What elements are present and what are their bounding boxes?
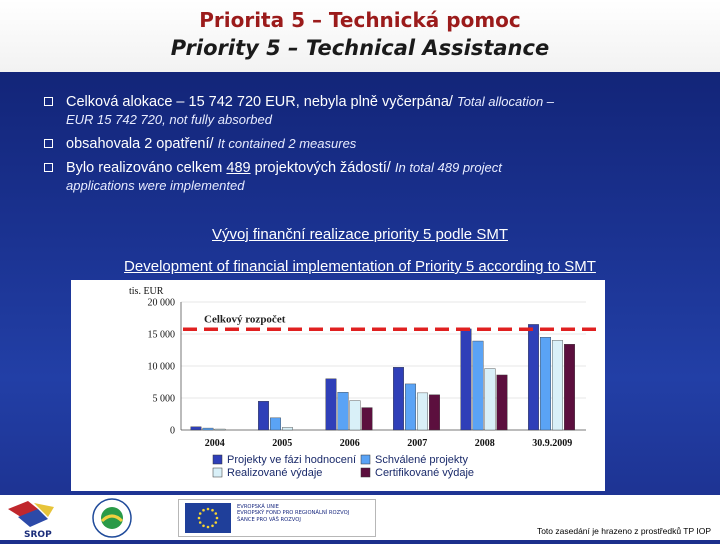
bar	[393, 367, 404, 431]
bar	[349, 400, 361, 431]
eu-star	[197, 516, 201, 520]
x-tick-label: 2008	[475, 438, 495, 449]
chart-heading-english: Development of financial implementation …	[124, 258, 596, 275]
legend-swatch	[360, 467, 371, 478]
eu-star	[206, 507, 210, 511]
ministry-logo	[80, 497, 144, 544]
eu-line-fund: EVROPSKÝ FOND PRO REGIONÁLNÍ ROZVOJ	[237, 510, 350, 517]
bar	[190, 426, 202, 431]
bar	[337, 392, 349, 431]
y-tick-label: 10 000	[148, 362, 176, 373]
legend-swatch	[360, 454, 371, 465]
legend-swatch	[212, 454, 223, 465]
legend-label: Certifikované výdaje	[375, 467, 474, 479]
eu-star	[214, 521, 218, 524]
eu-star	[215, 516, 219, 520]
bar	[429, 394, 440, 431]
bar	[540, 337, 551, 431]
bullet-projects-cz-pre: Bylo realizováno celkem	[66, 160, 227, 176]
bar-chart-svg: tis. EUR 0 5 000 10 000 15 000 20 000 2004 2005…	[129, 286, 601, 479]
y-tick-label: 20 000	[148, 298, 176, 309]
bar	[460, 328, 472, 431]
legend-label: Realizované výdaje	[227, 467, 322, 479]
bullet-allocation-en-a: Total allocation –	[456, 94, 555, 109]
bullet-square-icon	[44, 139, 53, 148]
eu-star	[214, 512, 218, 515]
bar	[528, 324, 539, 431]
eu-star	[202, 508, 205, 512]
bullet-projects: Bylo realizováno celkem 489 projektových…	[44, 159, 694, 195]
bar	[325, 378, 337, 431]
slide-header: Priorita 5 – Technická pomoc Priority 5 …	[0, 0, 720, 72]
bullet-measures-cz: obsahovala 2 opatření/	[66, 136, 214, 152]
eu-star	[198, 512, 202, 515]
bullet-projects-en-a: In total 489 project	[394, 160, 502, 175]
bar	[405, 383, 416, 431]
budget-reference-label: Celkový rozpočet	[204, 313, 286, 325]
bullet-list: Celková alokace – 15 742 720 EUR, nebyla…	[44, 93, 694, 201]
y-tick-label: 0	[170, 426, 175, 437]
footer-note: Toto zasedání je hrazeno z prostředků TP…	[536, 526, 711, 536]
eu-star	[211, 508, 214, 512]
bar	[282, 427, 293, 431]
bullet-projects-cz-post: projektových žádostí/	[250, 160, 391, 176]
x-tick-label: 2007	[407, 438, 427, 449]
bar-chart: tis. EUR 0 5 000 10 000 15 000 20 000 2004 2005…	[71, 280, 605, 491]
y-axis-label: tis. EUR	[129, 286, 164, 297]
bar	[258, 400, 269, 431]
x-tick-label: 2006	[340, 438, 360, 449]
eu-star	[211, 524, 214, 528]
srop-logo-text: SROP	[24, 530, 52, 539]
slide-title-english: Priority 5 – Technical Assistance	[170, 36, 550, 60]
eu-funding-box: EVROPSKÁ UNIE EVROPSKÝ FOND PRO REGIONÁL…	[178, 499, 376, 537]
bullet-allocation-cz: Celková alokace – 15 742 720 EUR, nebyla…	[66, 94, 453, 110]
legend-label: Schválené projekty	[375, 454, 468, 466]
eu-star	[198, 521, 202, 524]
x-tick-label: 2004	[205, 438, 225, 449]
slide-title-czech: Priorita 5 – Technická pomoc	[199, 8, 521, 32]
bar	[484, 368, 496, 431]
bullet-allocation: Celková alokace – 15 742 720 EUR, nebyla…	[44, 93, 694, 129]
x-tick-label: 30.9.2009	[532, 438, 572, 449]
bar	[552, 340, 563, 431]
bullet-square-icon	[44, 163, 53, 172]
srop-logo: SROP	[4, 497, 70, 544]
bar	[214, 428, 226, 431]
eu-flag-icon	[185, 503, 231, 533]
y-tick-label: 5 000	[153, 394, 176, 405]
eu-line-union: EVROPSKÁ UNIE	[237, 504, 279, 510]
bar	[496, 374, 508, 431]
eu-star	[206, 525, 210, 529]
eu-star	[202, 524, 205, 528]
y-tick-label: 15 000	[148, 330, 176, 341]
bar	[270, 417, 281, 431]
legend-swatch	[212, 467, 223, 478]
bullet-allocation-en-b: EUR 15 742 720, not fully absorbed	[66, 112, 272, 127]
legend-label: Projekty ve fázi hodnocení	[227, 454, 356, 466]
bullet-projects-en-b: applications were implemented	[66, 178, 245, 193]
eu-text: EVROPSKÁ UNIE EVROPSKÝ FOND PRO REGIONÁL…	[237, 504, 349, 523]
bullet-measures-en: It contained 2 measures	[217, 136, 357, 151]
chart-heading-czech: Vývoj finanční realizace priority 5 podl…	[212, 226, 508, 243]
bar	[564, 344, 575, 431]
bar	[417, 392, 428, 431]
bullet-square-icon	[44, 97, 53, 106]
footer-bar: SROP EVROPSKÁ UNIE EVROPSKÝ FOND PRO REG…	[0, 495, 720, 540]
bullet-measures: obsahovala 2 opatření/ It contained 2 me…	[44, 135, 694, 153]
eu-line-chance: ŠANCE PRO VÁŠ ROZVOJ	[237, 516, 301, 523]
bar	[472, 340, 484, 431]
x-tick-label: 2005	[272, 438, 292, 449]
bar	[361, 407, 373, 431]
bullet-projects-number: 489	[226, 160, 251, 176]
bar	[202, 427, 214, 431]
